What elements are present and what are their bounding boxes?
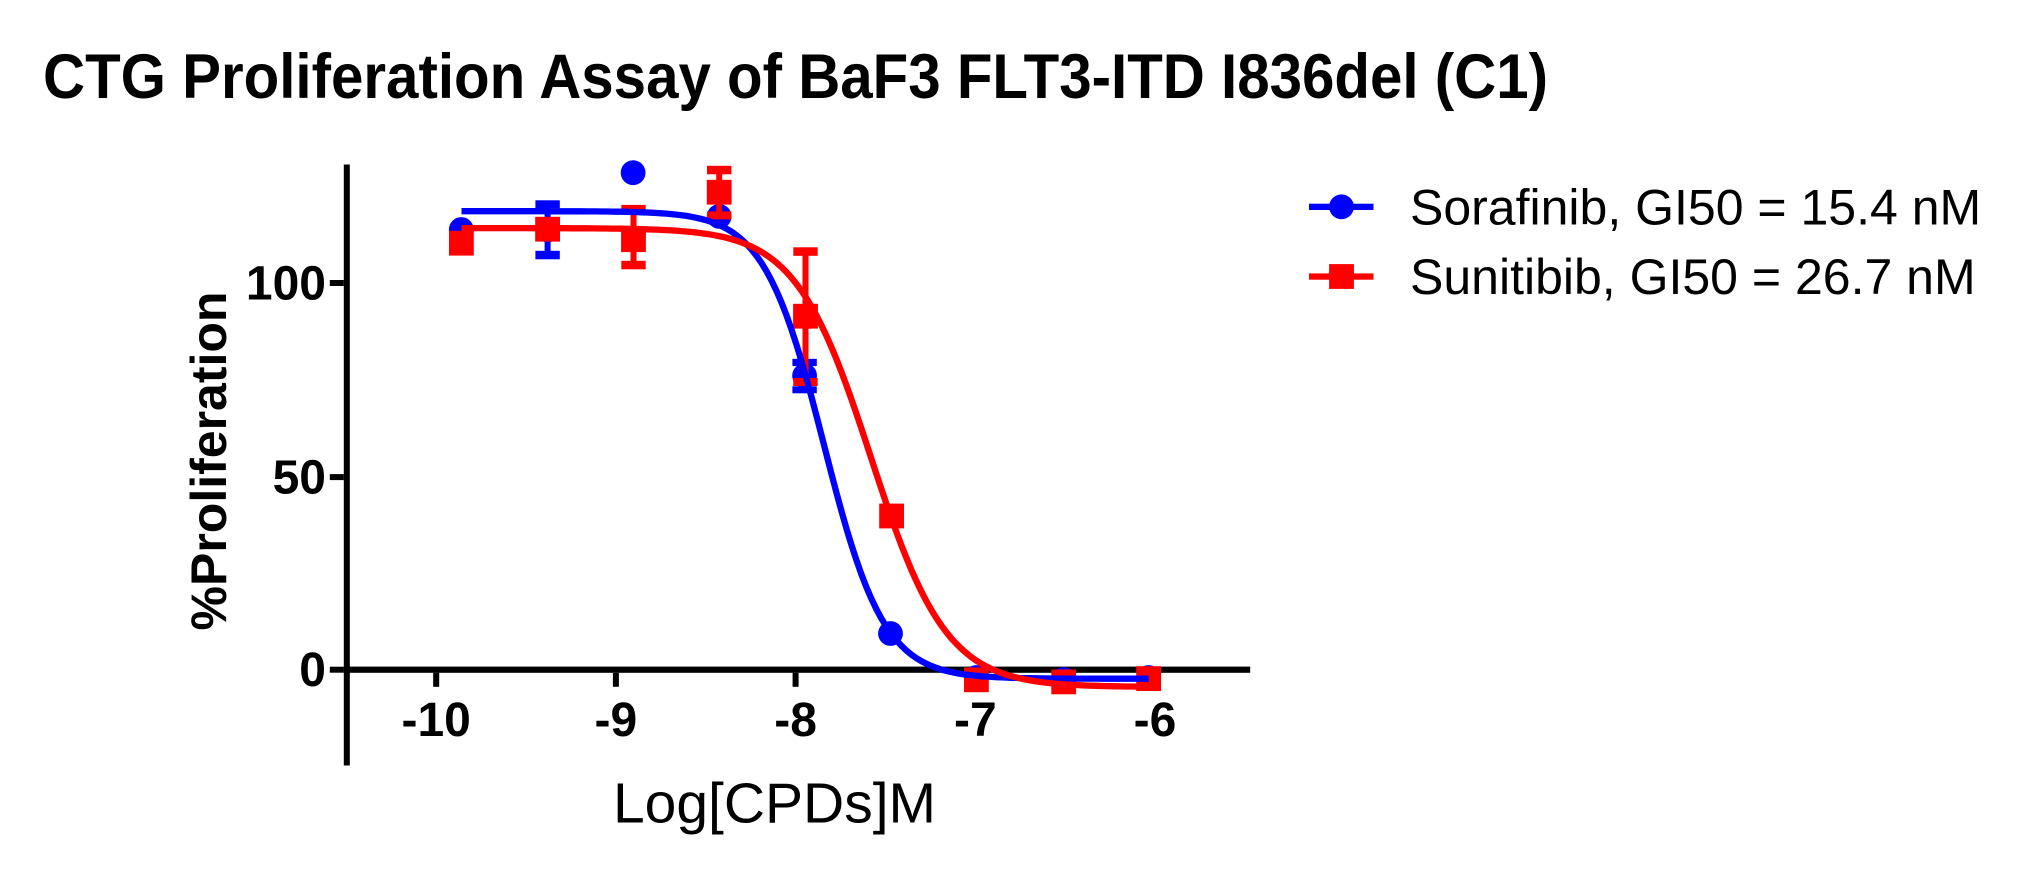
svg-text:0: 0: [299, 644, 326, 697]
svg-text:-10: -10: [402, 694, 471, 747]
svg-text:Sorafinib, GI50 = 15.4 nM: Sorafinib, GI50 = 15.4 nM: [1410, 180, 1981, 236]
svg-text:50: 50: [273, 452, 326, 505]
svg-text:%Proliferation: %Proliferation: [181, 292, 237, 631]
svg-text:-6: -6: [1134, 694, 1177, 747]
svg-text:100: 100: [246, 258, 326, 311]
svg-text:-7: -7: [954, 694, 997, 747]
svg-text:CTG Proliferation Assay of BaF: CTG Proliferation Assay of BaF3 FLT3-ITD…: [43, 42, 1548, 112]
svg-text:-8: -8: [774, 694, 817, 747]
svg-text:Log[CPDs]M: Log[CPDs]M: [613, 771, 936, 835]
svg-text:Sunitibib, GI50 = 26.7 nM: Sunitibib, GI50 = 26.7 nM: [1410, 249, 1976, 305]
svg-text:-9: -9: [595, 694, 638, 747]
